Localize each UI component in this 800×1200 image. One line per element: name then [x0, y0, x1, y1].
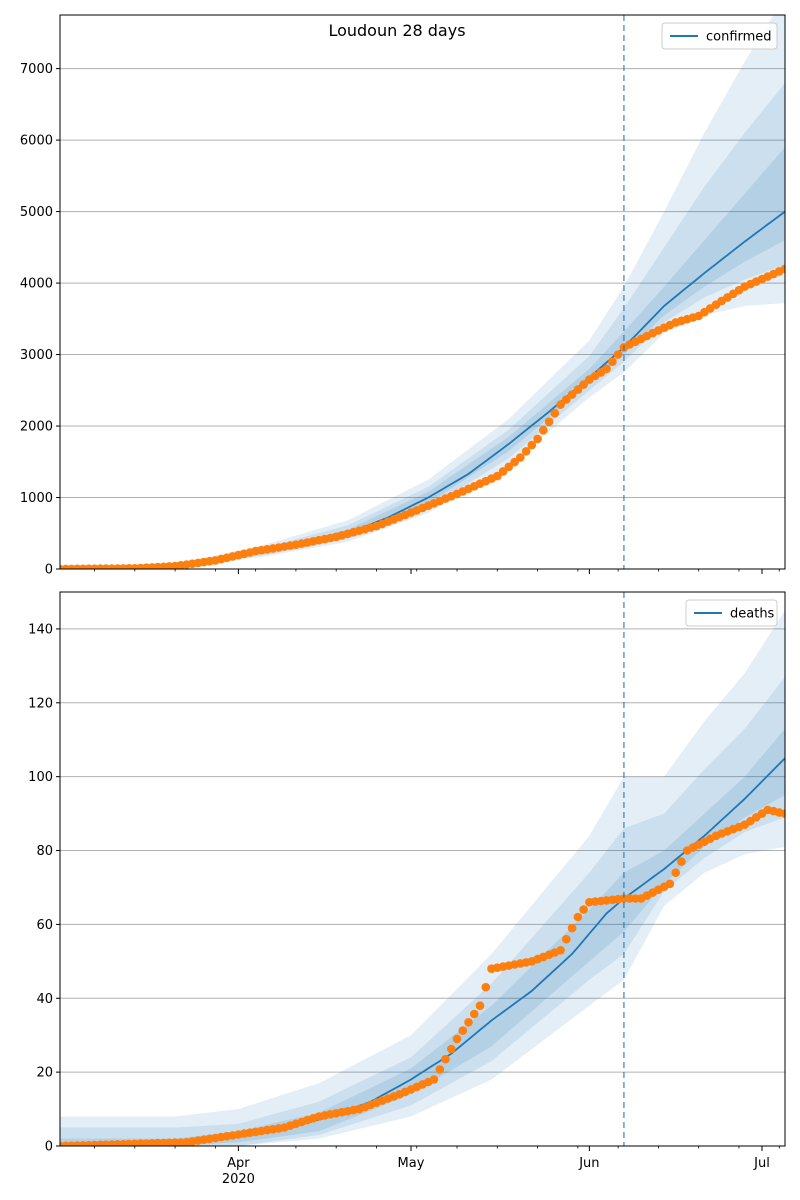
observed-point	[665, 879, 675, 889]
legend-label: confirmed	[706, 30, 772, 45]
uncertainty-band-middle	[60, 676, 785, 1146]
observed-point	[493, 471, 502, 481]
observed-point	[780, 809, 785, 818]
uncertainty-band-outer	[60, 610, 785, 1146]
observed-point	[573, 385, 583, 394]
y-tick-label: 80	[36, 844, 53, 859]
observed-point	[556, 400, 565, 409]
axes-frame	[59, 591, 786, 1147]
axes-frame	[59, 14, 786, 570]
observed-point	[475, 1001, 485, 1010]
observed-point	[613, 350, 623, 359]
y-tick-label: 3000	[20, 348, 53, 363]
plot-area	[60, 610, 785, 1146]
observed-point	[498, 467, 508, 476]
y-tick-label: 6000	[20, 134, 53, 149]
observed-point	[429, 1075, 439, 1084]
observed-point	[544, 417, 554, 427]
y-tick-label: 60	[36, 918, 53, 933]
x-tick-label: May	[398, 1156, 425, 1171]
legend-box	[685, 599, 778, 627]
confirmed-panel: 0 1000 2000 3000 4000 5000 6000 7000 confirmed	[20, 14, 786, 578]
observed-point	[562, 934, 571, 944]
observed-point	[550, 408, 560, 418]
observed-point	[567, 923, 577, 933]
y-tick-label: 120	[28, 696, 53, 711]
y-tick-label: 2000	[20, 420, 53, 435]
observed-point	[579, 380, 588, 389]
observed-point	[671, 868, 680, 877]
observed-point	[567, 390, 577, 399]
observed-point	[435, 1065, 445, 1074]
y-tick-label: 0	[45, 563, 53, 578]
observed-point	[579, 905, 588, 914]
uncertainty-band-inner	[60, 728, 785, 1146]
observed-point	[470, 1009, 479, 1019]
observed-point	[441, 1054, 450, 1064]
y-tick-label: 1000	[20, 491, 53, 506]
observed-point	[562, 395, 571, 404]
y-tick-label: 7000	[20, 62, 53, 77]
observed-point	[527, 440, 537, 450]
y-tick-label: 4000	[20, 277, 53, 292]
legend-label: deaths	[730, 607, 775, 622]
y-tick-label: 0	[45, 1140, 53, 1155]
uncertainty-band-middle	[60, 82, 785, 569]
observed-point	[533, 434, 542, 444]
y-tick-label: 5000	[20, 205, 53, 220]
y-tick-label: 140	[28, 622, 53, 637]
observed-point	[539, 426, 548, 435]
x-tick-sublabel: 2020	[222, 1172, 255, 1187]
x-tick-label: Jun	[578, 1156, 599, 1171]
y-tick-label: 20	[36, 1066, 53, 1081]
y-tick-label: 40	[36, 992, 53, 1007]
legend-box	[661, 22, 778, 50]
observed-point	[510, 457, 519, 467]
figure-title: Loudoun 28 days	[328, 21, 465, 40]
y-tick-label: 100	[28, 770, 53, 785]
observed-point	[504, 462, 514, 472]
observed-point	[556, 946, 565, 955]
observed-point	[521, 447, 531, 456]
observed-point	[447, 1044, 456, 1054]
observed-point	[602, 364, 611, 374]
observed-point	[464, 1018, 473, 1027]
x-tick-label: Apr	[227, 1156, 250, 1171]
observed-point	[458, 1026, 468, 1035]
observed-point	[608, 357, 617, 367]
observed-point	[573, 912, 583, 922]
observed-point	[780, 264, 785, 274]
observed-point	[677, 857, 686, 866]
observed-point	[452, 1034, 462, 1044]
plot-area	[60, 15, 785, 569]
observed-point	[516, 453, 525, 462]
observed-point	[481, 982, 491, 992]
x-tick-label: Jul	[753, 1156, 770, 1171]
uncertainty-band-outer	[60, 15, 785, 569]
